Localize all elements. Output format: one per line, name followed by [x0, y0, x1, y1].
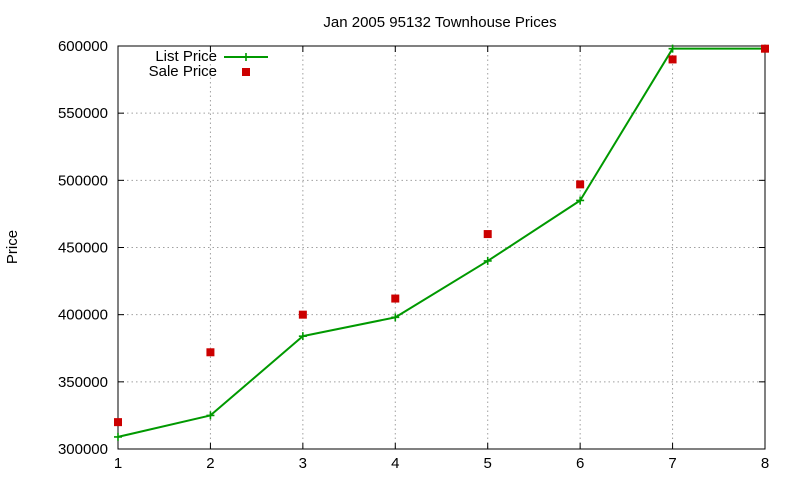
sale-price-point	[576, 180, 585, 189]
x-tick-label: 6	[576, 455, 584, 472]
y-tick-label: 550000	[58, 105, 108, 122]
grid	[118, 46, 765, 449]
y-tick-label: 400000	[58, 307, 108, 324]
list-price-point	[114, 432, 122, 441]
list-price-point	[668, 44, 677, 53]
y-tick-label: 600000	[58, 38, 108, 55]
y-tick-label: 350000	[58, 374, 108, 391]
y-tick-label: 500000	[58, 172, 108, 189]
axis-ticks: 1 2 3 4 5 6 7 8 300000 350000 400000 450000 500000 55…	[58, 38, 769, 472]
sale-price-point	[668, 55, 677, 64]
x-tick-label: 7	[668, 455, 676, 472]
x-tick-label: 4	[391, 455, 399, 472]
x-tick-label: 2	[206, 455, 214, 472]
x-tick-label: 1	[114, 455, 122, 472]
chart-title: Jan 2005 95132 Townhouse Prices	[323, 14, 556, 31]
list-price-point	[391, 313, 400, 322]
y-tick-label: 300000	[58, 441, 108, 458]
list-price-point	[576, 196, 585, 205]
legend-marker-sale-price	[242, 68, 250, 76]
list-price-point	[206, 411, 215, 420]
x-tick-label: 3	[299, 455, 307, 472]
sale-price-point	[298, 310, 307, 319]
series	[114, 44, 769, 441]
x-tick-label: 5	[484, 455, 492, 472]
legend-label-sale-price: Sale Price	[149, 63, 217, 80]
list-price-line	[117, 47, 765, 438]
sale-price-point	[114, 418, 122, 427]
x-tick-label: 8	[761, 455, 769, 472]
sale-price-point	[761, 44, 769, 53]
y-axis-label: Price	[4, 230, 21, 264]
sale-price-point	[483, 230, 492, 239]
sale-price-point	[206, 348, 215, 357]
list-price-point	[298, 332, 307, 341]
y-tick-label: 450000	[58, 240, 108, 257]
legend-label-list-price: List Price	[155, 48, 217, 65]
sale-price-point	[391, 294, 400, 303]
list-price-point	[483, 256, 492, 265]
legend: List Price Sale Price	[149, 48, 268, 80]
legend-marker-list-price	[242, 53, 250, 61]
